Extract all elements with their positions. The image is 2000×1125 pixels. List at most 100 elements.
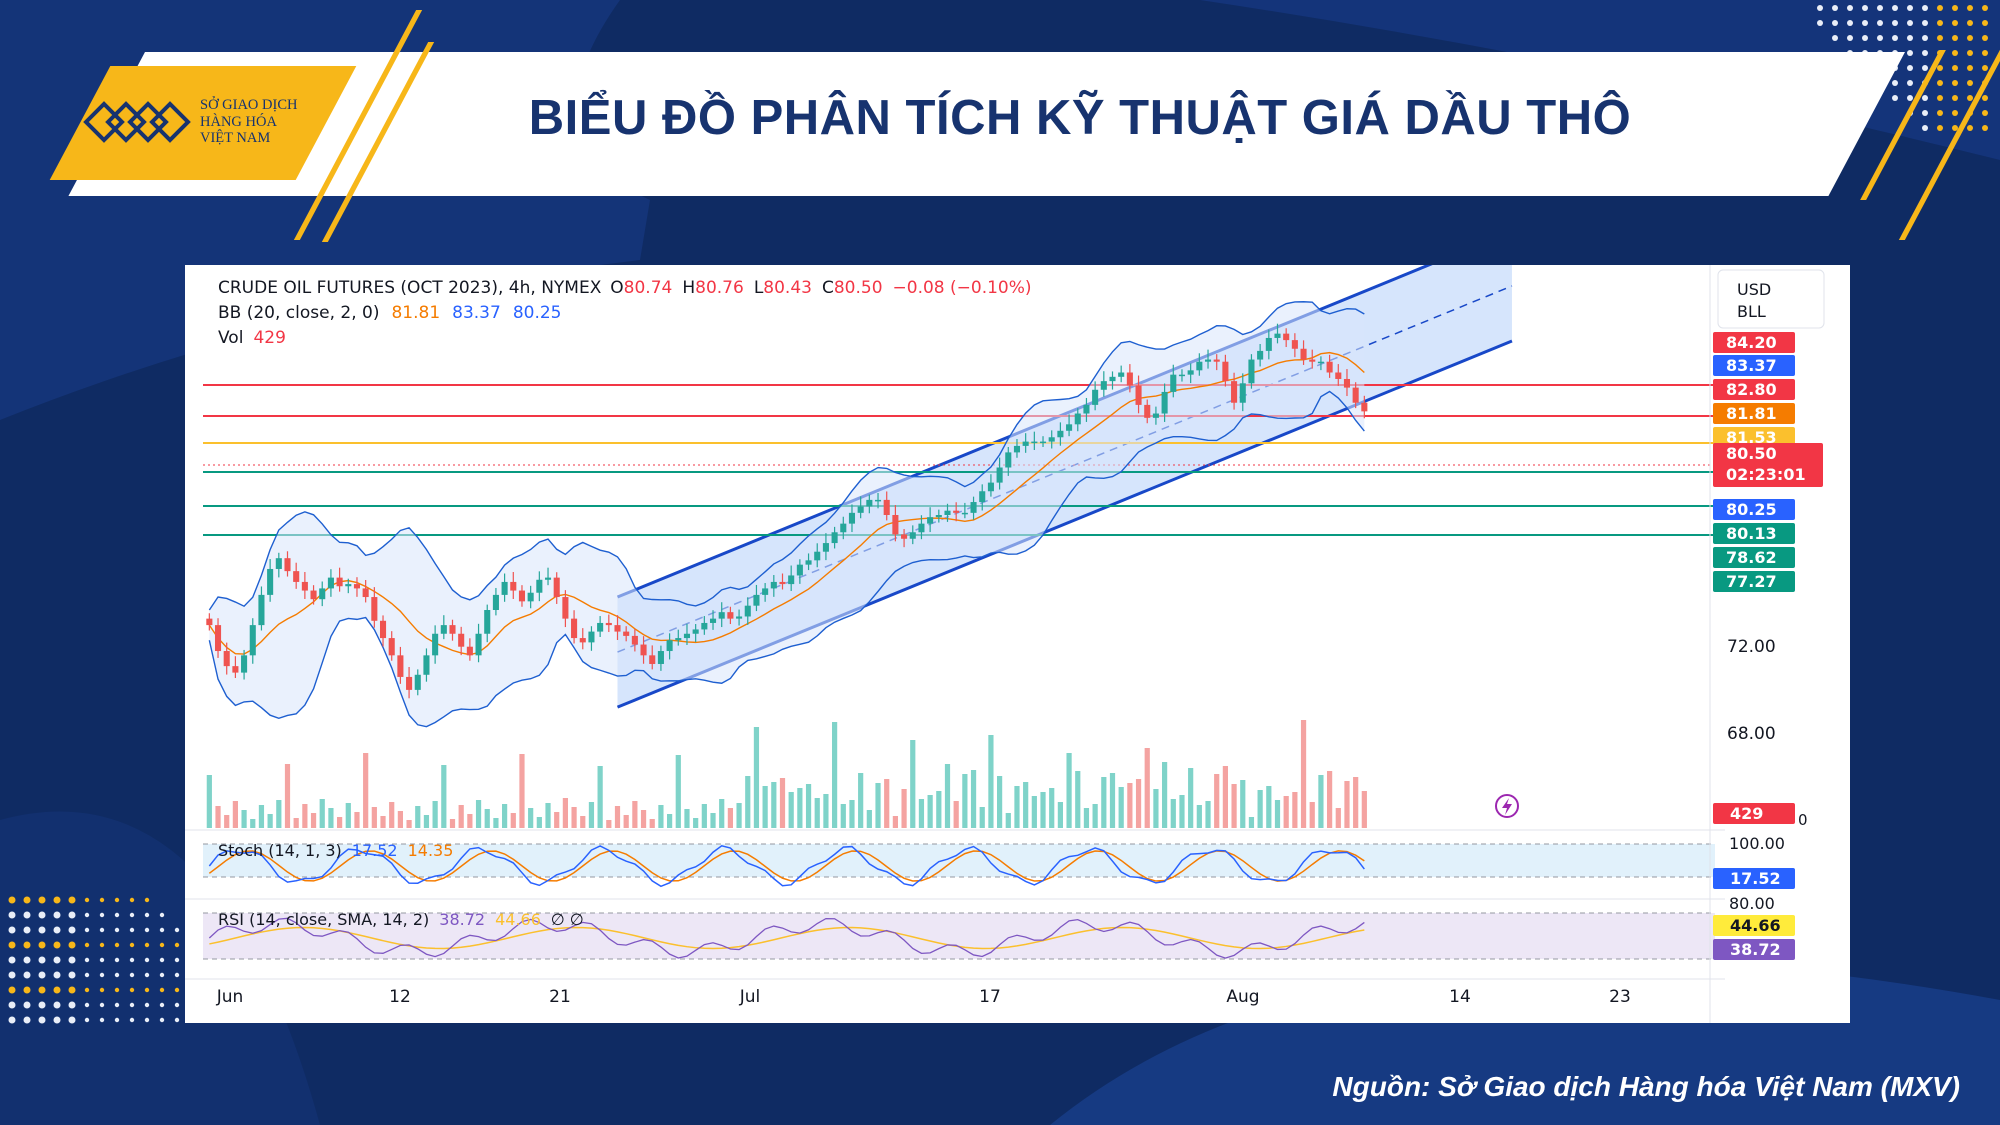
dot — [159, 1002, 165, 1008]
bb-label: BB (20, close, 2, 0) — [218, 303, 379, 323]
stoch-k-value: 17.52 — [352, 841, 398, 860]
candle — [788, 575, 795, 585]
dot — [159, 972, 165, 978]
volume-bar — [858, 773, 864, 828]
candle — [1326, 361, 1333, 373]
bb-lower-line — [208, 390, 1365, 728]
logo-text: SỞ GIAO DỊCH HÀNG HÓA VIỆT NAM — [200, 97, 298, 146]
unit-label: BLL — [1737, 302, 1766, 321]
volume-bar — [458, 805, 464, 828]
price-tag — [1713, 379, 1795, 400]
price-tag — [1713, 443, 1823, 487]
dot — [53, 926, 61, 934]
volume-bar — [719, 799, 725, 828]
volume-bar — [1196, 805, 1202, 828]
currency-box[interactable] — [1717, 269, 1825, 329]
dot — [38, 941, 46, 949]
dot — [144, 1002, 150, 1008]
candle — [1283, 333, 1290, 341]
volume-bar — [910, 740, 916, 828]
price-tag-label: 80.13 — [1726, 524, 1777, 543]
price-tag — [1713, 355, 1795, 376]
candle — [579, 638, 586, 643]
candle — [692, 629, 699, 634]
x-tick-label: 14 — [1449, 987, 1471, 1007]
price-tag — [1713, 332, 1795, 353]
volume-bar — [1222, 766, 1228, 828]
alert-icon[interactable] — [1495, 794, 1519, 818]
dot — [53, 941, 61, 949]
candle — [623, 631, 630, 636]
dot — [144, 942, 150, 948]
dot — [159, 957, 165, 963]
volume-bar — [1248, 817, 1255, 828]
dot — [84, 957, 90, 963]
dot — [23, 896, 31, 904]
dot — [1937, 35, 1943, 41]
price-tag — [1713, 427, 1795, 448]
dot — [68, 941, 76, 949]
candle — [501, 581, 508, 595]
dot — [1847, 5, 1853, 11]
dot — [159, 987, 165, 993]
dot — [1952, 35, 1958, 41]
volume-tag — [1713, 803, 1795, 824]
volume-bar — [354, 812, 360, 828]
price-tag-label: 83.37 — [1726, 356, 1777, 375]
dot — [99, 1002, 105, 1008]
dot — [53, 896, 61, 904]
volume-bar — [1231, 784, 1237, 828]
candle — [475, 633, 482, 656]
volume-bar — [258, 805, 265, 828]
volume-bar — [675, 755, 681, 828]
volume-bar — [363, 753, 369, 828]
candle — [1005, 452, 1012, 468]
dot — [99, 972, 105, 978]
source-note: Nguồn: Sở Giao dịch Hàng hóa Việt Nam (M… — [1332, 1071, 1960, 1102]
dot — [1982, 5, 1988, 11]
dot — [1817, 5, 1823, 11]
candle — [466, 646, 473, 656]
dot — [129, 1017, 135, 1023]
rsi-ma-label: 44.66 — [495, 910, 541, 929]
dot — [174, 987, 180, 993]
candle — [640, 644, 647, 656]
candle — [379, 620, 387, 639]
volume-bar — [276, 800, 282, 828]
dot — [1847, 35, 1853, 41]
dot — [8, 956, 16, 964]
candle — [423, 655, 430, 675]
dot — [38, 911, 46, 919]
volume-bar — [727, 808, 733, 828]
stoch-tag — [1713, 868, 1795, 889]
volume-bar — [736, 803, 742, 828]
dot — [68, 896, 76, 904]
dot — [1892, 95, 1898, 101]
candle — [232, 666, 239, 673]
volume-bar — [1240, 780, 1246, 828]
candle — [362, 588, 369, 598]
candle — [901, 534, 908, 539]
bb-upper-value: 83.37 — [452, 303, 501, 323]
dot — [1922, 20, 1928, 26]
dot — [1982, 125, 1988, 131]
dot — [38, 896, 46, 904]
volume-bar — [1266, 786, 1272, 828]
candle — [544, 577, 552, 580]
candle — [1118, 372, 1125, 377]
candle — [1196, 361, 1203, 371]
dot — [174, 927, 180, 933]
dot — [159, 927, 165, 933]
candle — [657, 651, 664, 664]
candle — [822, 543, 829, 552]
candle — [892, 515, 899, 535]
volume-bar — [1353, 777, 1359, 828]
candle — [1083, 404, 1090, 414]
price-tag — [1713, 499, 1795, 520]
dot — [144, 912, 150, 918]
vol-value: 429 — [253, 328, 285, 348]
volume-bar — [1109, 773, 1116, 828]
volume-bar — [936, 791, 942, 828]
dot — [1922, 50, 1928, 56]
x-tick-label: Jun — [216, 987, 244, 1007]
